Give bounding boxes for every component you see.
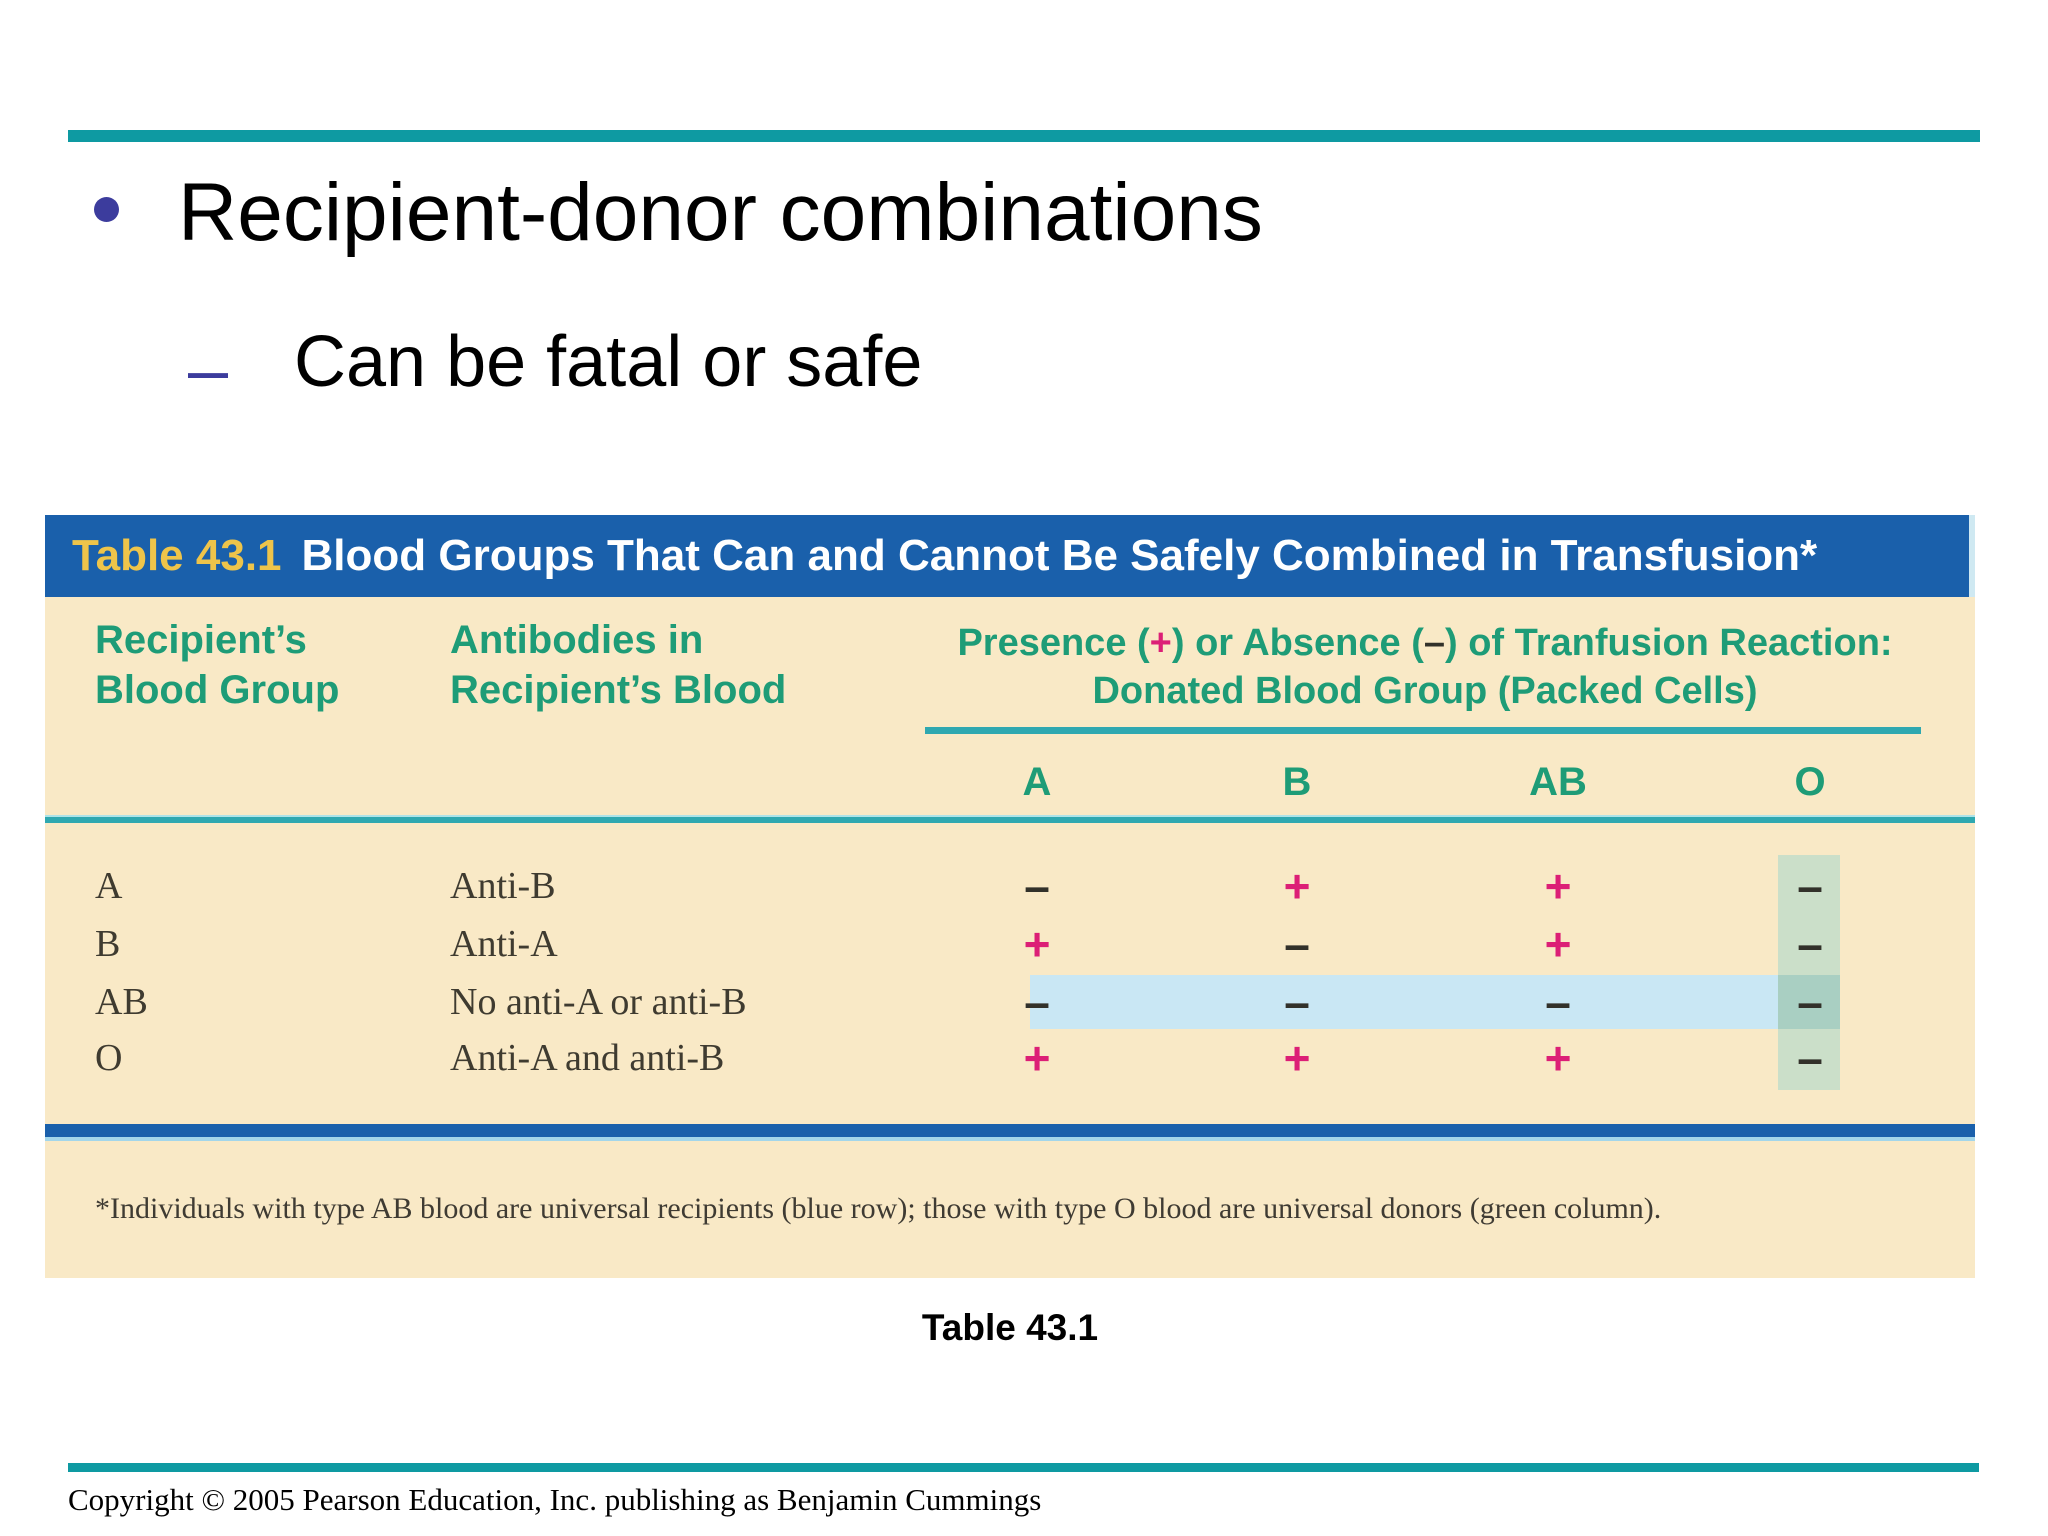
figure-caption: Table 43.1 — [921, 1307, 1099, 1348]
copyright-text: Copyright © 2005 Pearson Education, Inc.… — [68, 1482, 1042, 1517]
reaction-cell: + — [1023, 1032, 1051, 1084]
table-row-a: A Anti-B – + + – — [45, 858, 1975, 914]
table-title: Blood Groups That Can and Cannot Be Safe… — [301, 531, 1818, 580]
table-row-o: O Anti-A and anti-B + + + – — [45, 1030, 1975, 1086]
donor-column-label-b: B — [1282, 760, 1312, 804]
reaction-header-suffix: ) of Tranfusion Reaction: — [1445, 622, 1893, 664]
column-header-antibodies: Antibodies in Recipient’s Blood — [450, 618, 787, 712]
row-antibodies: Anti-A and anti-B — [450, 1037, 725, 1079]
blood-groups-table: Table 43.1 Blood Groups That Can and Cann… — [45, 515, 1975, 1278]
bottom-divider-rule — [68, 1463, 1979, 1472]
universal-donor-column-highlight — [1778, 855, 1840, 1090]
donated-blood-group-subheader: Donated Blood Group (Packed Cells) — [1092, 670, 1758, 712]
minus-symbol: – — [1423, 622, 1445, 664]
universal-recipient-row-highlight — [1030, 975, 1840, 1029]
reaction-cell: – — [1797, 918, 1823, 970]
row-antibodies: Anti-A — [450, 923, 558, 965]
donor-column-label-o: O — [1794, 760, 1826, 804]
table-bottom-rule — [45, 1124, 1975, 1141]
reaction-cell: – — [1284, 976, 1310, 1028]
bullet-icon — [94, 197, 119, 222]
row-antibodies: Anti-B — [450, 865, 556, 907]
row-group-label: O — [95, 1037, 123, 1079]
table-row-b: B Anti-A + – + – — [45, 916, 1975, 972]
table-number-label: Table 43.1 — [72, 531, 282, 580]
reaction-cell: + — [1283, 1032, 1311, 1084]
reaction-cell: – — [1797, 1032, 1823, 1084]
donor-column-label-a: A — [1022, 760, 1052, 804]
table-header-text: Table 43.1 Blood Groups That Can and Cann… — [72, 515, 1817, 597]
reaction-cell: – — [1545, 976, 1571, 1028]
row-antibodies: No anti-A or anti-B — [450, 981, 747, 1023]
row-group-label: AB — [95, 981, 148, 1023]
reaction-cell: + — [1544, 918, 1572, 970]
column-header-recipient-blood-group: Recipient’s Blood Group — [95, 618, 340, 712]
reaction-cell: + — [1283, 860, 1311, 912]
bullet-title: Recipient-donor combinations — [178, 167, 1263, 258]
donor-column-label-ab: AB — [1529, 760, 1587, 804]
table-footnote: *Individuals with type AB blood are univ… — [95, 1192, 1662, 1225]
header-separator-rule — [45, 815, 1975, 823]
reaction-header-prefix: Presence ( — [957, 622, 1150, 664]
table-body: Recipient’s Blood Group Antibodies in Re… — [45, 597, 1975, 1278]
reaction-cell: – — [1284, 918, 1310, 970]
reaction-cell: – — [1024, 860, 1050, 912]
donated-group-underline-rule — [925, 727, 1921, 734]
sub-bullet-dash-icon: – — [188, 330, 229, 410]
reaction-cell: – — [1024, 976, 1050, 1028]
highlight-intersection — [1778, 975, 1840, 1029]
column-header-reaction: Presence (+) or Absence (–) of Tranfusio… — [925, 619, 1925, 715]
reaction-cell: – — [1797, 860, 1823, 912]
reaction-cell: + — [1023, 918, 1051, 970]
table-row-ab: AB No anti-A or anti-B – – – – — [45, 974, 1975, 1030]
row-group-label: A — [95, 865, 123, 907]
sub-bullet-text: Can be fatal or safe — [294, 322, 923, 402]
reaction-cell: – — [1797, 976, 1823, 1028]
reaction-cell: + — [1544, 1032, 1572, 1084]
plus-symbol: + — [1149, 622, 1172, 664]
reaction-header-mid: ) or Absence ( — [1171, 622, 1424, 664]
table-header-bar: Table 43.1 Blood Groups That Can and Cann… — [45, 515, 1975, 597]
row-group-label: B — [95, 923, 121, 965]
reaction-cell: + — [1544, 860, 1572, 912]
top-divider-rule — [68, 130, 1980, 142]
